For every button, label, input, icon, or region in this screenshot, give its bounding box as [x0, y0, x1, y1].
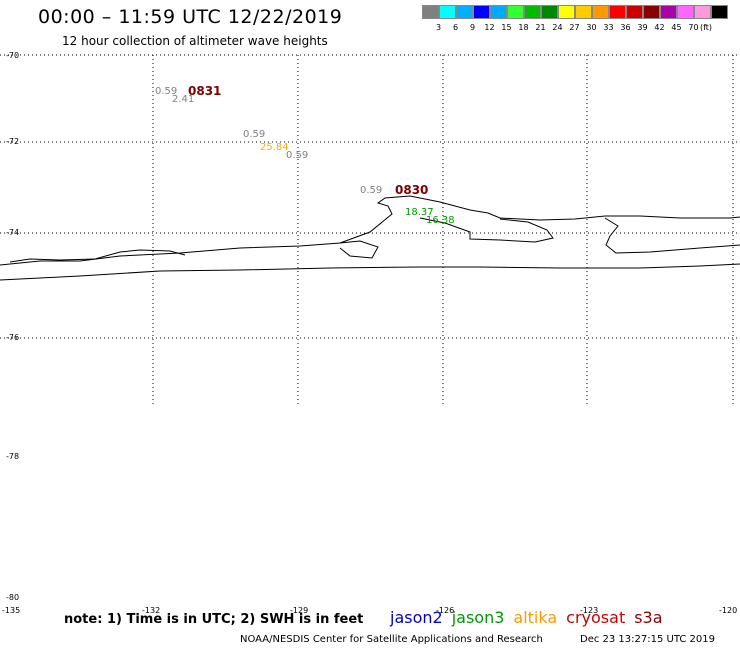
- legend-swatch: [694, 5, 711, 19]
- page-title: 00:00 – 11:59 UTC 12/22/2019: [38, 6, 343, 28]
- pass-time-label: 0830: [395, 183, 429, 197]
- legend-label: 45: [671, 23, 682, 32]
- page-subtitle: 12 hour collection of altimeter wave hei…: [62, 34, 328, 48]
- coast-west-lobes: [9, 249, 186, 263]
- legend-swatch: [660, 5, 677, 19]
- legend-label: 15: [501, 23, 512, 32]
- inland-ice-line: [0, 263, 740, 281]
- legend-swatch: [439, 5, 456, 19]
- legend-swatch: [575, 5, 592, 19]
- satellite-jason2: jason2: [390, 608, 443, 627]
- legend-swatch: [541, 5, 558, 19]
- color-legend: 3 6 9 12 15 18 21 24 27 30 33 36 39 42 45 70 (ft): [422, 5, 728, 32]
- wave-height-reading: 2.41: [172, 94, 195, 105]
- lon-label: -135: [2, 606, 21, 615]
- legend-swatch: [456, 5, 473, 19]
- coastline: [0, 195, 740, 281]
- legend-swatch: [677, 5, 694, 19]
- island-outline: [604, 217, 740, 254]
- satellite-altika: altika: [513, 608, 558, 627]
- wave-height-reading: 0.59: [155, 86, 178, 97]
- legend-swatch: [507, 5, 524, 19]
- legend-label: 12: [484, 23, 495, 32]
- legend-swatch: [524, 5, 541, 19]
- lat-label: -78: [6, 452, 20, 461]
- lon-label: -123: [580, 606, 599, 615]
- legend-label: 21: [535, 23, 546, 32]
- legend-label: 24: [552, 23, 563, 32]
- legend-swatch: [558, 5, 575, 19]
- legend-swatch: [592, 5, 609, 19]
- satellite-jason3: jason3: [451, 608, 505, 627]
- legend-swatch: [711, 5, 728, 19]
- legend-label: 33: [603, 23, 614, 32]
- wave-height-reading: 16.38: [426, 215, 455, 226]
- legend-unit: (ft): [700, 23, 713, 32]
- legend-label: 39: [637, 23, 648, 32]
- lat-label: -72: [6, 137, 20, 146]
- satellite-s3a: s3a: [634, 608, 663, 627]
- legend-label: 3: [435, 23, 442, 32]
- wave-height-reading: 0.59: [243, 129, 266, 140]
- lat-label: -74: [6, 228, 20, 237]
- legend-label: 27: [569, 23, 580, 32]
- ice-shelf-edge: [0, 195, 740, 266]
- lon-label: -129: [290, 606, 309, 615]
- satellite-list: jason2 jason3 altika cryosat s3a: [390, 608, 672, 627]
- generated-timestamp: Dec 23 13:27:15 UTC 2019: [580, 634, 715, 645]
- lon-label: -120: [719, 606, 738, 615]
- legend-swatch: [422, 5, 439, 19]
- lon-label: -132: [142, 606, 161, 615]
- credit-line: NOAA/NESDIS Center for Satellite Applica…: [240, 634, 543, 645]
- wave-height-reading: 18.37: [405, 207, 434, 218]
- legend-swatches: [422, 5, 728, 19]
- legend-label: 36: [620, 23, 631, 32]
- legend-swatch: [490, 5, 507, 19]
- lat-label: -76: [6, 333, 20, 342]
- legend-swatch: [609, 5, 626, 19]
- wave-height-reading: 25.84: [260, 142, 289, 153]
- wave-height-reading: 0.59: [286, 150, 309, 161]
- legend-swatch: [473, 5, 490, 19]
- lat-label: -80: [6, 593, 20, 602]
- legend-label: 70: [688, 23, 699, 32]
- legend-swatch: [626, 5, 643, 19]
- legend-labels: 3 6 9 12 15 18 21 24 27 30 33 36 39 42 45 70 (ft): [430, 23, 728, 32]
- units-note: note: 1) Time is in UTC; 2) SWH is in fe…: [64, 612, 364, 627]
- peninsula-outline: [419, 217, 554, 243]
- wave-height-reading: 0.59: [360, 185, 383, 196]
- lat-label: -70: [6, 51, 20, 60]
- bay-outline: [339, 240, 379, 259]
- pass-time-label: 0831: [188, 84, 222, 98]
- latitude-gridlines: [0, 54, 740, 339]
- legend-swatch: [643, 5, 660, 19]
- legend-label: 30: [586, 23, 597, 32]
- legend-label: 9: [469, 23, 476, 32]
- satellite-cryosat: cryosat: [566, 608, 626, 627]
- longitude-gridlines: [152, 55, 734, 405]
- legend-label: 6: [452, 23, 459, 32]
- legend-label: 42: [654, 23, 665, 32]
- lon-label: -126: [436, 606, 455, 615]
- legend-label: 18: [518, 23, 529, 32]
